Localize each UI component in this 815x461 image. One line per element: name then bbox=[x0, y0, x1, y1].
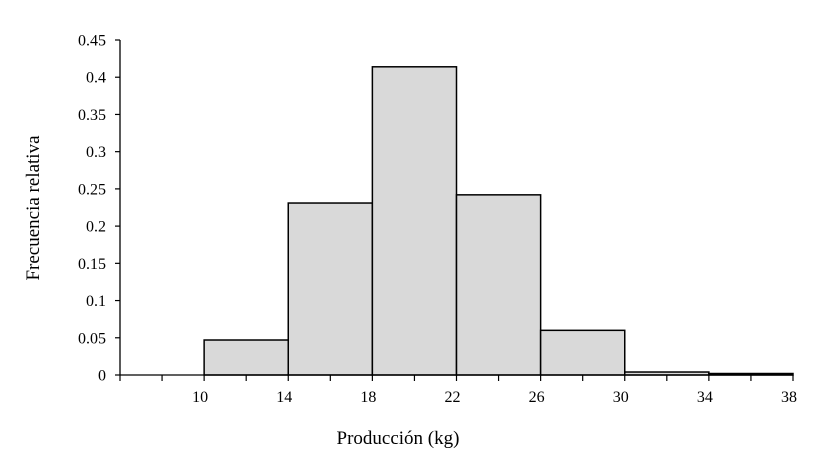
y-tick-label: 0.1 bbox=[86, 293, 106, 310]
x-tick-label: 38 bbox=[781, 389, 797, 406]
histogram-bar-3 bbox=[371, 66, 458, 376]
x-tick-label: 26 bbox=[529, 389, 545, 406]
y-tick-label: 0.3 bbox=[86, 144, 106, 161]
y-tick-label: 0.25 bbox=[78, 181, 106, 198]
y-tick-label: 0.15 bbox=[78, 256, 106, 273]
y-tick-label: 0 bbox=[98, 368, 106, 385]
x-axis-ticks: 10 14 18 22 26 30 34 38 bbox=[119, 375, 797, 406]
y-axis-title: Frecuencia relativa bbox=[23, 135, 44, 281]
x-tick-label: 10 bbox=[192, 389, 208, 406]
y-tick-label: 0.2 bbox=[86, 219, 106, 236]
y-tick-label: 0.4 bbox=[86, 70, 106, 87]
histogram-bar-2 bbox=[287, 202, 374, 376]
y-tick-label: 0.45 bbox=[78, 33, 106, 50]
y-tick-label: 0.35 bbox=[78, 107, 106, 124]
histogram-bars bbox=[203, 66, 794, 376]
y-tick-label: 0.05 bbox=[78, 330, 106, 347]
x-tick-label: 14 bbox=[276, 389, 292, 406]
histogram-bar-1 bbox=[203, 339, 289, 376]
histogram-bar-4 bbox=[455, 194, 542, 376]
x-axis-title: Producción (kg) bbox=[337, 428, 460, 449]
x-tick-label: 18 bbox=[360, 389, 376, 406]
x-tick-label: 22 bbox=[445, 389, 461, 406]
x-tick-label: 30 bbox=[613, 389, 629, 406]
x-tick-label: 34 bbox=[697, 389, 713, 406]
y-axis-ticks: 0 0.05 0.1 0.15 0.2 0.25 0.3 0.35 0.4 0.45 bbox=[78, 33, 120, 385]
histogram-bar-5 bbox=[539, 329, 626, 376]
